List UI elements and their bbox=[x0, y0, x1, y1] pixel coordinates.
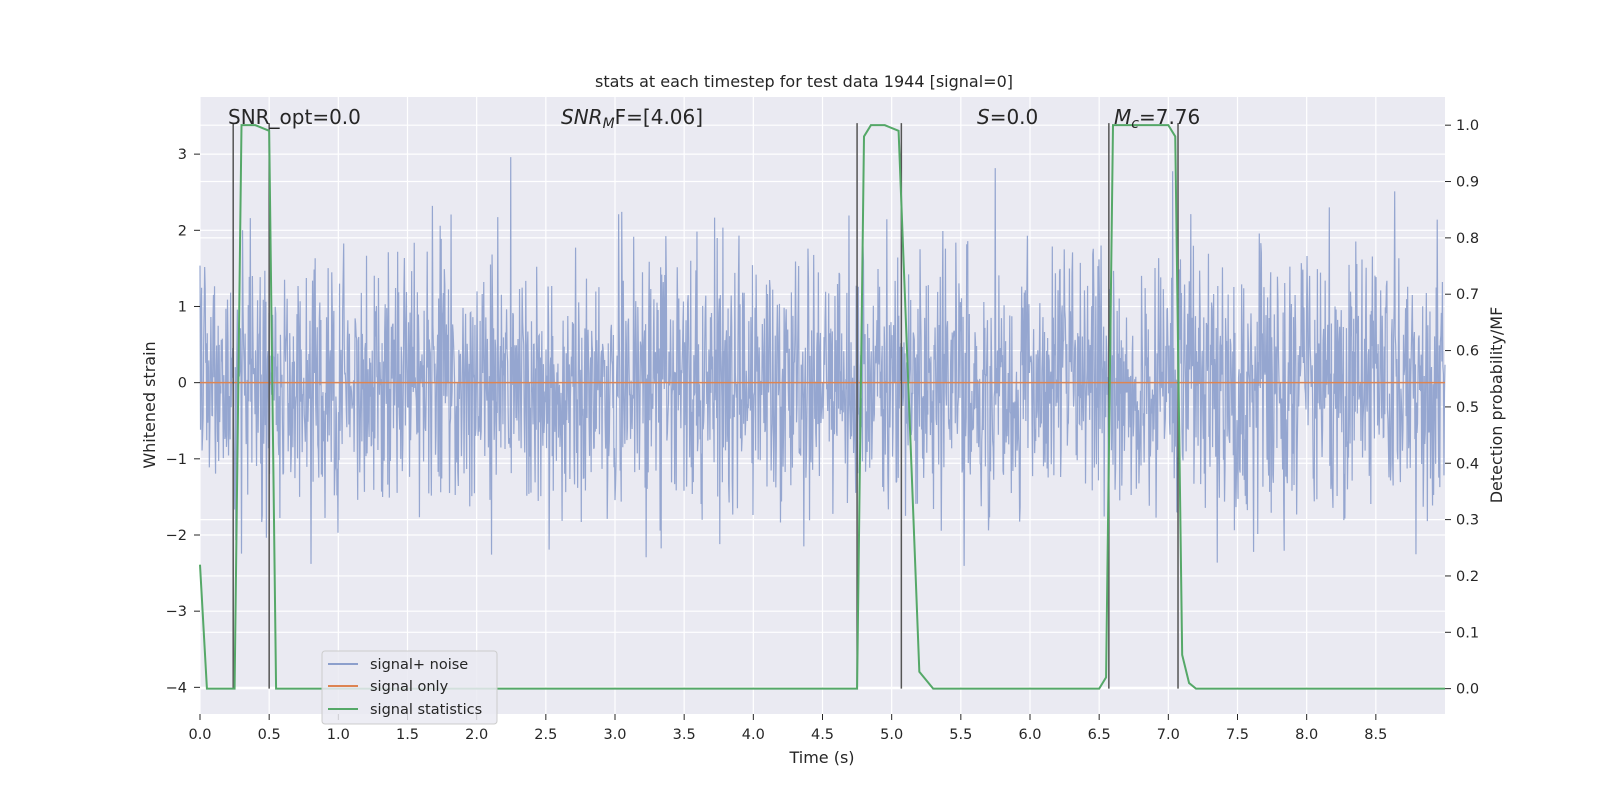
annotation-mc: Mc=7.76 bbox=[1114, 105, 1200, 132]
x-axis-label: Time (s) bbox=[788, 748, 854, 767]
chart-title: stats at each timestep for test data 194… bbox=[595, 72, 1013, 91]
annotation-s: S=0.0 bbox=[977, 105, 1038, 129]
legend-box bbox=[321, 650, 498, 725]
y-tick-label-0: −4 bbox=[166, 680, 187, 696]
legend-label-signal-noise: signal+ noise bbox=[370, 657, 468, 673]
x-tick-label-13: 6.5 bbox=[1088, 727, 1111, 743]
x-tick-label-15: 7.5 bbox=[1226, 727, 1249, 743]
x-axis-ticks: 0.0 0.5 1.0 1.5 2.0 2.5 3.0 3.5 4.0 4.5 5.0 5.5 6.0 6… bbox=[188, 714, 1387, 743]
annotation-snr-mf-symbol: SNR bbox=[561, 105, 603, 129]
y-tick-label-4: 0 bbox=[178, 376, 187, 392]
x-tick-label-0: 0.0 bbox=[188, 727, 211, 743]
x-tick-label-16: 8.0 bbox=[1295, 727, 1318, 743]
y-right-tick-label-6: 0.6 bbox=[1456, 344, 1479, 360]
legend-label-signal-only: signal only bbox=[370, 679, 449, 695]
y-axis-ticks: −4 −3 −2 −1 0 1 2 3 bbox=[166, 147, 200, 696]
x-tick-label-1: 0.5 bbox=[258, 727, 281, 743]
y-right-tick-label-0: 0.0 bbox=[1456, 682, 1479, 698]
annotation-mc-rest: =7.76 bbox=[1139, 105, 1200, 129]
y-tick-label-5: 1 bbox=[178, 299, 187, 315]
signal-statistics-series bbox=[199, 124, 1445, 690]
annotation-snr-mf-subscript: M bbox=[603, 116, 615, 132]
y-tick-label-3: −1 bbox=[166, 452, 187, 468]
y-right-tick-label-9: 0.9 bbox=[1456, 175, 1479, 191]
y-axis-label: Whitened strain bbox=[140, 341, 159, 468]
x-tick-label-3: 1.5 bbox=[396, 727, 419, 743]
y-right-tick-label-1: 0.1 bbox=[1456, 625, 1479, 641]
annotation-s-symbol: S bbox=[977, 105, 990, 129]
legend: signal+ noise signal only signal statist… bbox=[321, 650, 498, 725]
annotation-snr-opt: SNR_opt=0.0 bbox=[228, 105, 361, 129]
y-right-axis-label: Detection probability/MF bbox=[1487, 307, 1506, 504]
x-tick-label-12: 6.0 bbox=[1018, 727, 1041, 743]
x-tick-label-7: 3.5 bbox=[673, 727, 696, 743]
y-right-tick-label-7: 0.7 bbox=[1456, 287, 1479, 303]
y-right-tick-label-10: 1.0 bbox=[1456, 118, 1479, 134]
x-tick-label-9: 4.5 bbox=[811, 727, 834, 743]
signal-statistics-line bbox=[199, 124, 1445, 690]
x-tick-label-10: 5.0 bbox=[880, 727, 903, 743]
x-tick-label-17: 8.5 bbox=[1364, 727, 1387, 743]
x-tick-label-5: 2.5 bbox=[534, 727, 557, 743]
x-tick-label-8: 4.0 bbox=[742, 727, 765, 743]
y-right-tick-label-3: 0.3 bbox=[1456, 513, 1479, 529]
x-tick-label-14: 7.0 bbox=[1157, 727, 1180, 743]
x-tick-label-4: 2.0 bbox=[465, 727, 488, 743]
y-tick-label-6: 2 bbox=[178, 223, 187, 239]
y-right-axis-ticks: 0.0 0.1 0.2 0.3 0.4 0.5 0.6 0.7 0.8 0.9 1.0 bbox=[1445, 118, 1479, 698]
annotation-mc-symbol: M bbox=[1114, 105, 1131, 129]
y-right-tick-label-4: 0.4 bbox=[1456, 456, 1479, 472]
annotation-snr-mf-rest: F=[4.06] bbox=[615, 105, 703, 129]
y-right-tick-label-5: 0.5 bbox=[1456, 400, 1479, 416]
y-tick-label-1: −3 bbox=[166, 604, 187, 620]
x-tick-label-2: 1.0 bbox=[327, 727, 350, 743]
annotation-snr-mf: SNRMF=[4.06] bbox=[561, 105, 703, 132]
annotation-mc-subscript: c bbox=[1131, 116, 1139, 132]
y-tick-label-7: 3 bbox=[178, 147, 187, 163]
annotation-s-rest: =0.0 bbox=[990, 105, 1039, 129]
legend-label-signal-statistics: signal statistics bbox=[370, 702, 482, 718]
x-tick-label-11: 5.5 bbox=[949, 727, 972, 743]
y-right-tick-label-2: 0.2 bbox=[1456, 569, 1479, 585]
x-tick-label-6: 3.0 bbox=[603, 727, 626, 743]
y-tick-label-2: −2 bbox=[166, 528, 187, 544]
y-right-tick-label-8: 0.8 bbox=[1456, 231, 1479, 247]
